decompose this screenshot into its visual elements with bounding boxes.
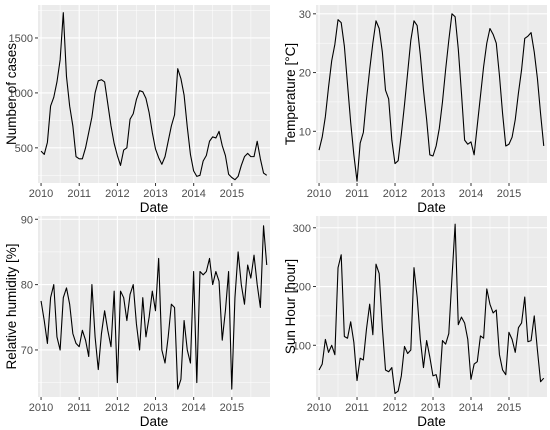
x-tick-label: 2012 <box>383 402 407 414</box>
y-axis-title: Temperature [°C] <box>283 43 298 145</box>
x-tick-label: 2013 <box>143 402 167 414</box>
x-tick-label: 2011 <box>345 402 369 414</box>
x-tick-label: 2011 <box>67 188 91 200</box>
y-tick-label: 30 <box>299 9 311 21</box>
x-tick-label: 2010 <box>307 188 331 200</box>
x-axis-title: Date <box>417 200 446 215</box>
x-tick-label: 2010 <box>29 188 53 200</box>
y-tick-label: 70 <box>21 345 33 357</box>
x-axis-title: Date <box>140 414 169 429</box>
x-tick-label: 2010 <box>29 402 53 414</box>
x-tick-label: 2013 <box>143 188 167 200</box>
x-tick-label: 2011 <box>345 188 369 200</box>
chart-panel-sun-hour: 2010 2011 2012 2013 2014 2015 100 200 300 Date Sun… <box>283 216 547 429</box>
chart-panel-temperature: 2010 2011 2012 2013 2014 2015 10 20 30 Date Temper… <box>283 5 547 215</box>
x-tick-label: 2014 <box>459 402 483 414</box>
x-tick-label: 2014 <box>181 188 205 200</box>
y-tick-label: 90 <box>21 214 33 226</box>
x-tick-label: 2012 <box>383 188 407 200</box>
y-tick-label: 1500 <box>9 33 33 45</box>
plot-background <box>38 216 270 397</box>
x-tick-label: 2012 <box>105 402 129 414</box>
x-tick-label: 2015 <box>220 188 244 200</box>
y-tick-label: 200 <box>293 282 311 294</box>
plot-background <box>316 5 547 183</box>
x-tick-label: 2015 <box>497 188 521 200</box>
y-axis-title: Relative humidity [%] <box>4 243 19 369</box>
y-tick-label: 500 <box>15 143 33 155</box>
y-axis-title: Number of cases <box>4 43 19 145</box>
x-tick-label: 2011 <box>67 402 91 414</box>
series-line <box>40 12 268 181</box>
y-tick-label: 80 <box>21 280 33 292</box>
x-tick-label: 2014 <box>181 402 205 414</box>
x-tick-label: 2014 <box>459 188 483 200</box>
y-tick-label: 300 <box>293 223 311 235</box>
x-tick-label: 2012 <box>105 188 129 200</box>
y-axis-title: Sun Hour [hour] <box>283 259 298 354</box>
x-tick-label: 2015 <box>497 402 521 414</box>
y-tick-label: 100 <box>293 340 311 352</box>
y-tick-label: 20 <box>299 68 311 80</box>
y-tick-label: 1000 <box>9 88 33 100</box>
x-axis-title: Date <box>417 414 446 429</box>
x-axis-title: Date <box>140 200 169 215</box>
x-tick-label: 2013 <box>421 188 445 200</box>
chart-panel-cases: 2010 2011 2012 2013 2014 2015 500 1000 1500 Date N… <box>4 5 270 215</box>
chart-panel-humidity: 2010 2011 2012 2013 2014 2015 70 80 90 Date Relati… <box>4 214 270 429</box>
x-tick-label: 2015 <box>220 402 244 414</box>
y-tick-label: 10 <box>299 126 311 138</box>
x-tick-label: 2013 <box>421 402 445 414</box>
series-line <box>318 13 545 182</box>
plot-background <box>38 5 270 183</box>
x-tick-label: 2010 <box>307 402 331 414</box>
series-line <box>40 225 268 390</box>
series-line <box>318 223 545 395</box>
